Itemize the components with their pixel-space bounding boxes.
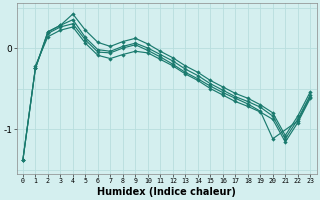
X-axis label: Humidex (Indice chaleur): Humidex (Indice chaleur) <box>97 187 236 197</box>
